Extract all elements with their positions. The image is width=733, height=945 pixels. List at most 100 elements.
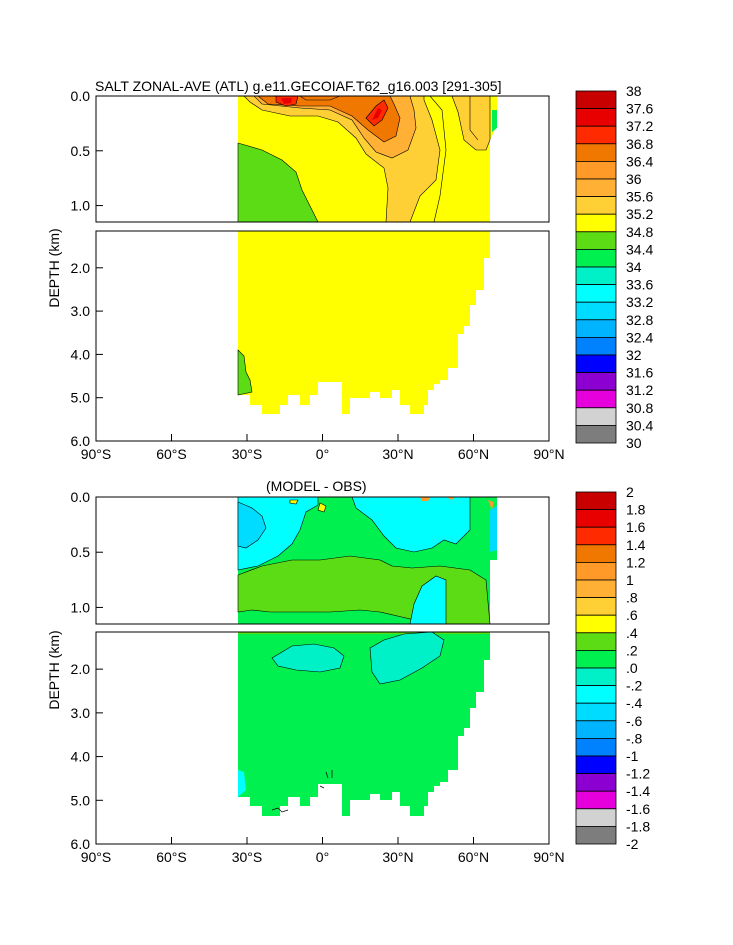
colorbar-label: 30.8 (626, 400, 653, 416)
salinity-north-fresh-strip (492, 110, 497, 132)
difference-surface-warm-speckles (420, 497, 494, 510)
colorbar-swatch (575, 354, 617, 374)
difference-upper-field (237, 497, 497, 624)
colorbar-label: .2 (626, 642, 638, 658)
colorbar-swatch (575, 266, 617, 286)
colorbar-label: 31.2 (626, 382, 653, 398)
colorbar-swatch (575, 544, 617, 563)
colorbar-label: 36.4 (626, 153, 653, 169)
y-axis-label: DEPTH (km) (46, 228, 62, 307)
colorbar-swatch (575, 90, 617, 110)
colorbar-swatch (575, 336, 617, 356)
y-tick-label: 1.0 (71, 198, 91, 214)
y-tick-label: 2.0 (71, 661, 91, 677)
colorbar-label: .0 (626, 660, 638, 676)
salinity-upper-field (237, 96, 497, 222)
colorbar-label: 37.2 (626, 118, 653, 134)
colorbar-swatch (575, 178, 617, 198)
y-tick-label: 4.0 (71, 346, 91, 362)
colorbar-swatch (575, 773, 617, 792)
colorbar-swatch (575, 407, 617, 426)
colorbar-label: -1.8 (626, 818, 650, 834)
difference-negative-west-core (237, 501, 267, 549)
y-tick-label: 0.5 (71, 544, 91, 560)
y-tick-label: 0.0 (71, 88, 91, 104)
colorbar-label: 37.6 (626, 101, 653, 117)
x-tick-label: 30°N (382, 446, 413, 462)
y-tick-label: 4.0 (71, 749, 91, 765)
difference-surface-positive-patches (289, 499, 327, 513)
colorbar-swatch (575, 372, 617, 391)
x-tick-label: 60°N (458, 446, 489, 462)
difference-negative-deep-tongue (409, 575, 447, 624)
colorbar-label: 1.8 (626, 502, 646, 518)
colorbar-swatch (575, 319, 617, 338)
x-tick-label: 0° (316, 446, 329, 462)
salinity-contour-lines (299, 96, 479, 222)
colorbar-swatch (575, 160, 617, 180)
difference-negative-blob-west (271, 643, 345, 673)
y-tick-label: 3.0 (71, 303, 91, 319)
colorbar-label: 32 (626, 347, 642, 363)
colorbar-label: -1 (626, 748, 639, 764)
colorbar-label: 34.8 (626, 224, 653, 240)
colorbar-swatch (575, 125, 617, 145)
colorbar-swatch (575, 509, 617, 528)
colorbar-label: 35.2 (626, 206, 653, 222)
colorbar-swatch (575, 755, 617, 775)
colorbar-label: 31.6 (626, 365, 653, 381)
x-tick-label: 60°S (156, 446, 187, 462)
colorbar-swatch (575, 389, 617, 409)
difference-small-contours (271, 770, 333, 813)
colorbar-swatch (575, 826, 617, 845)
colorbar-swatch (575, 562, 617, 581)
colorbar-label: 34.4 (626, 241, 653, 257)
y-tick-label: 5.0 (71, 390, 91, 406)
colorbar-label: 1 (626, 572, 634, 588)
colorbar-label: -1.2 (626, 766, 650, 782)
x-tick-label: 90°N (533, 849, 564, 865)
colorbar-label: 34 (626, 259, 642, 275)
colorbar-swatch (575, 143, 617, 162)
salinity-36-4-region (257, 96, 401, 143)
colorbar-swatch (575, 632, 617, 651)
colorbar-label: 30 (626, 435, 642, 451)
colorbar-swatch (575, 248, 617, 268)
difference-colorbar: 21.81.61.41.21.8.6.4.2.0-.2-.4-.6-.8-1-1… (575, 484, 650, 852)
salinity-title: SALT ZONAL-AVE (ATL) g.e11.GECOIAF.T62_g… (95, 78, 501, 94)
colorbar-swatch (575, 597, 617, 616)
colorbar-label: 36.8 (626, 136, 653, 152)
x-tick-label: 30°S (232, 849, 263, 865)
colorbar-swatch (575, 667, 617, 687)
colorbar-swatch (575, 196, 617, 215)
colorbar-swatch (575, 720, 617, 739)
difference-lower-field (238, 632, 490, 816)
colorbar-swatch (575, 424, 617, 444)
colorbar-swatch (575, 301, 617, 321)
colorbar-label: .4 (626, 625, 638, 641)
x-tick-label: 90°S (81, 446, 112, 462)
y-tick-label: 0.5 (71, 143, 91, 159)
colorbar-label: -.4 (626, 695, 643, 711)
x-tick-label: 90°S (81, 849, 112, 865)
colorbar-swatch (575, 650, 617, 669)
salinity-panel: SALT ZONAL-AVE (ATL) g.e11.GECOIAF.T62_g… (46, 78, 653, 462)
colorbar-label: -1.4 (626, 783, 650, 799)
colorbar-label: 33.2 (626, 294, 653, 310)
colorbar-label: 32.4 (626, 329, 653, 345)
colorbar-label: 32.8 (626, 312, 653, 328)
colorbar-label: 1.6 (626, 519, 646, 535)
colorbar-label: -2 (626, 836, 639, 852)
colorbar-label: 2 (626, 484, 634, 500)
colorbar-label: -1.6 (626, 801, 650, 817)
colorbar-label: 33.6 (626, 277, 653, 293)
colorbar-label: 35.6 (626, 189, 653, 205)
x-tick-label: 90°N (533, 446, 564, 462)
y-tick-label: 2.0 (71, 260, 91, 276)
colorbar-label: .6 (626, 607, 638, 623)
colorbar-swatch (575, 702, 617, 722)
colorbar-swatch (575, 790, 617, 810)
y-tick-label: 5.0 (71, 792, 91, 808)
difference-negative-south-bottom (238, 770, 246, 797)
colorbar-swatch (575, 213, 617, 233)
